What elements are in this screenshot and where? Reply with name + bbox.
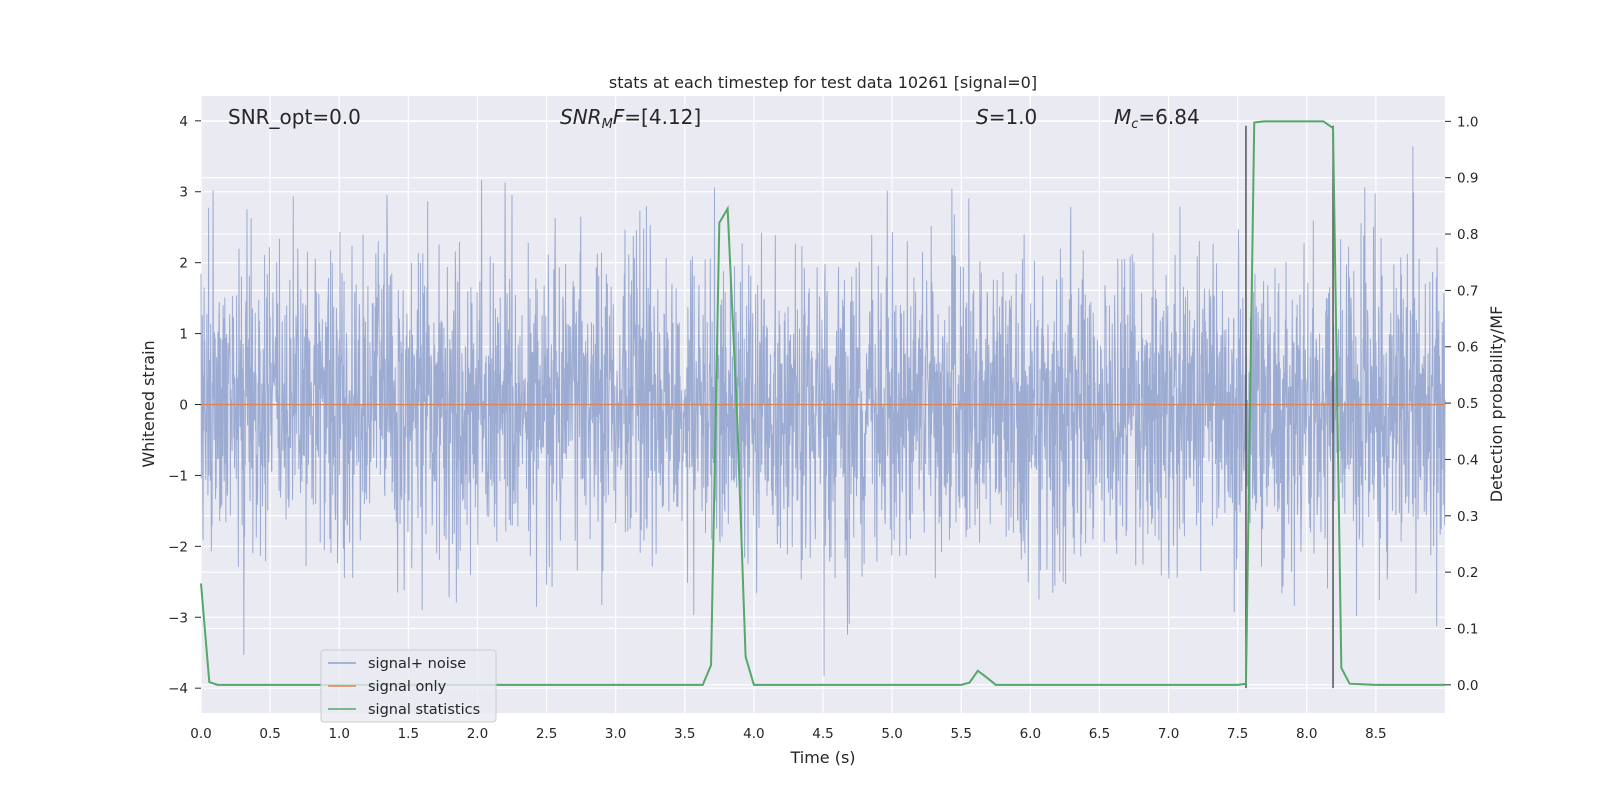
y-right-tick-label: 0.5 [1457,396,1478,412]
legend-label-signal-statistics: signal statistics [368,702,480,718]
x-tick-label: 6.0 [1020,726,1041,742]
y-tick-label: 2 [179,256,188,272]
y-tick-labels: 4 3 2 1 0 −1 −2 −3 −4 [168,114,201,697]
x-tick-label: 8.0 [1296,726,1317,742]
y-right-tick-label: 0.7 [1457,283,1478,299]
y-right-tick-label: 0.3 [1457,509,1478,525]
y-right-tick-label: 0.2 [1457,565,1478,581]
y-axis-label: Whitened strain [139,340,158,467]
y-right-tick-label: 0.8 [1457,227,1478,243]
x-tick-label: 2.5 [536,726,557,742]
x-tick-label: 6.5 [1089,726,1110,742]
y-tick-label: −4 [168,681,188,697]
annotation-chirp-mass: Mc=6.84 [1114,105,1200,132]
legend: signal+ noise signal only signal statist… [320,649,497,723]
x-tick-label: 2.0 [467,726,488,742]
series-signal-plus-noise [200,146,1446,677]
series-signal-statistics [200,120,1445,686]
legend-label-signal-only: signal only [368,679,447,695]
x-tick-label: 3.0 [605,726,626,742]
x-tick-label: 0.0 [190,726,211,742]
x-tick-label: 0.5 [259,726,280,742]
x-tick-label: 7.0 [1158,726,1179,742]
y-right-tick-label: 0.6 [1457,340,1478,356]
y-right-tick-label: 1.0 [1457,114,1478,130]
annotation-s-stat: S=1.0 [976,105,1037,129]
x-tick-label: 4.5 [812,726,833,742]
vertical-markers [1245,125,1334,689]
y-tick-label: 4 [179,114,188,130]
x-tick-label: 7.5 [1227,726,1248,742]
y-right-tick-label: 0.9 [1457,171,1478,187]
y-right-axis-label: Detection probability/MF [1487,306,1506,503]
signal-statistics-line [200,120,1445,686]
y-tick-label: 0 [179,398,188,414]
x-tick-label: 1.5 [398,726,419,742]
x-tick-label: 1.0 [328,726,349,742]
y-right-tick-label: 0.0 [1457,678,1478,694]
x-tick-label: 8.5 [1365,726,1386,742]
chart-title: stats at each timestep for test data 102… [609,73,1037,92]
y-tick-label: −1 [168,468,188,484]
annotation-snr-opt: SNR_opt=0.0 [228,105,361,129]
x-tick-label: 5.5 [950,726,971,742]
x-tick-label: 3.5 [674,726,695,742]
y-right-tick-labels: 1.0 0.9 0.8 0.7 0.6 0.5 0.4 0.3 0.2 0.1 0.0 [1445,114,1478,694]
y-right-tick-label: 0.1 [1457,621,1478,637]
y-tick-label: 1 [179,327,188,343]
x-tick-label: 4.0 [743,726,764,742]
x-tick-labels: 0.0 0.5 1.0 1.5 2.0 2.5 3.0 3.5 4.0 4.5 5.0 5.5 6.0 6… [190,726,1386,742]
y-right-tick-label: 0.4 [1457,452,1478,468]
y-tick-label: 3 [179,185,188,201]
noise-trace [200,146,1446,677]
legend-box [320,649,497,723]
x-axis-label: Time (s) [789,748,855,767]
x-tick-label: 5.0 [881,726,902,742]
legend-label-signal-plus-noise: signal+ noise [368,656,466,672]
y-tick-label: −3 [168,610,188,626]
y-tick-label: −2 [168,539,188,555]
annotation-snr-mf: SNRMF=[4.12] [560,105,701,132]
